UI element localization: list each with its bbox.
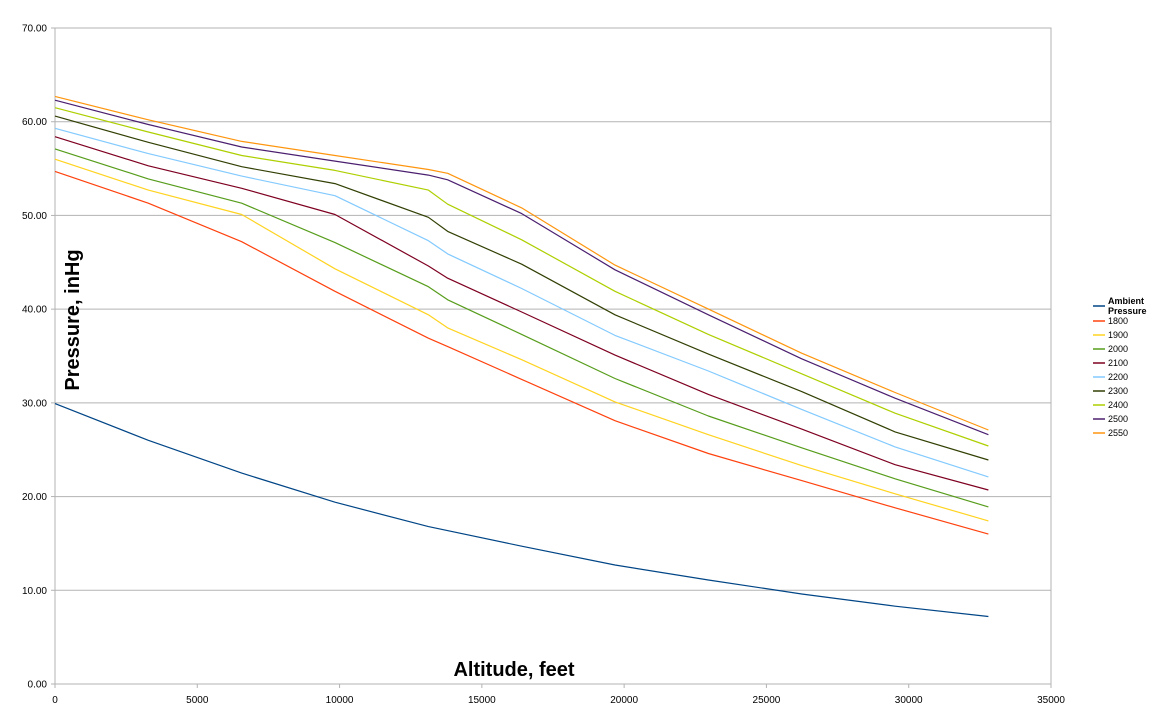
series-line-2 [54, 158, 989, 522]
x-tick-label-4: 20000 [610, 695, 638, 706]
plot-area [54, 27, 1052, 685]
legend-label-2: 1900 [1108, 330, 1128, 340]
y-tick-label-3: 30.00 [22, 398, 47, 409]
y-tick-label-7: 70.00 [22, 24, 47, 35]
x-tick-label-6: 30000 [895, 695, 923, 706]
series-line-7 [54, 107, 989, 447]
x-tick-label-1: 5000 [186, 695, 209, 706]
legend-label-0: Ambient Pressure [1108, 296, 1147, 316]
x-axis-title: Altitude, feet [453, 659, 574, 681]
series-lines [54, 95, 989, 618]
y-tick-label-6: 60.00 [22, 117, 47, 128]
legend-label-9: 2550 [1108, 428, 1128, 438]
y-tick-label-5: 50.00 [22, 211, 47, 222]
series-line-1 [54, 170, 989, 535]
x-axis-ticks: 0 5000 10000 15000 20000 25000 30000 35000 [52, 684, 1065, 706]
series-line-0 [54, 403, 989, 618]
gridlines [55, 121, 1051, 591]
legend-label-3: 2000 [1108, 344, 1128, 354]
series-line-9 [54, 95, 989, 431]
y-tick-label-2: 20.00 [22, 492, 47, 503]
series-line-6 [54, 115, 989, 461]
x-tick-label-0: 0 [52, 695, 58, 706]
series-line-8 [54, 99, 989, 436]
series-line-3 [54, 148, 989, 508]
legend-label-8: 2500 [1108, 414, 1128, 424]
x-tick-label-3: 15000 [468, 695, 496, 706]
legend-label-6: 2300 [1108, 386, 1128, 396]
y-tick-label-0: 0.00 [28, 680, 48, 691]
y-axis-title: Pressure, inHg [62, 249, 84, 390]
y-tick-label-4: 40.00 [22, 305, 47, 316]
legend-label-1: 1800 [1108, 316, 1128, 326]
y-tick-label-1: 10.00 [22, 586, 47, 597]
x-tick-label-5: 25000 [753, 695, 781, 706]
legend-label-4: 2100 [1108, 358, 1128, 368]
legend-label-5: 2200 [1108, 372, 1128, 382]
legend-label-7: 2400 [1108, 400, 1128, 410]
series-line-4 [54, 136, 989, 491]
x-tick-label-7: 35000 [1037, 695, 1065, 706]
y-axis-ticks: 0.00 10.00 20.00 30.00 40.00 50.00 60.00 70.00 [22, 24, 55, 691]
x-tick-label-2: 10000 [326, 695, 354, 706]
series-line-5 [54, 127, 989, 478]
